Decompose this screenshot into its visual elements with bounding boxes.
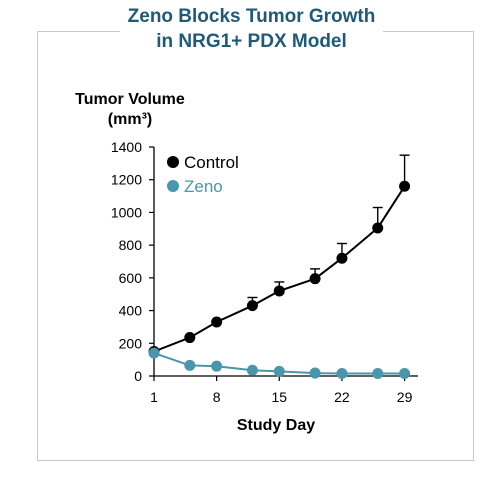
data-point bbox=[336, 368, 348, 380]
series-zeno bbox=[148, 347, 411, 380]
data-point bbox=[399, 368, 411, 380]
data-point bbox=[246, 364, 258, 376]
y-tick-label: 1000 bbox=[111, 204, 142, 220]
x-tick-label: 1 bbox=[150, 389, 158, 405]
series-line bbox=[153, 185, 406, 353]
legend-marker-zeno bbox=[167, 180, 179, 192]
y-tick-label: 800 bbox=[119, 237, 143, 253]
y-tick-label: 0 bbox=[134, 368, 142, 384]
legend-label-control: Control bbox=[184, 153, 239, 172]
x-tick-label: 29 bbox=[397, 389, 413, 405]
series-control bbox=[148, 154, 411, 357]
x-tick-label: 15 bbox=[271, 389, 287, 405]
chart-title-line-1: Zeno Blocks Tumor Growth bbox=[127, 4, 376, 29]
data-point bbox=[148, 347, 160, 359]
y-tick-label: 400 bbox=[119, 303, 143, 319]
y-axis-title-line-2: (mm³) bbox=[108, 111, 152, 128]
data-point bbox=[273, 285, 285, 297]
chart-title-line-2: in NRG1+ PDX Model bbox=[156, 29, 347, 54]
x-axis-title: Study Day bbox=[237, 417, 315, 434]
x-tick-label: 22 bbox=[334, 389, 350, 405]
y-tick-label: 200 bbox=[119, 335, 143, 351]
chart-title: Zeno Blocks Tumor Growth in NRG1+ PDX Mo… bbox=[0, 4, 503, 54]
data-point bbox=[372, 222, 384, 234]
y-tick-label: 600 bbox=[119, 270, 143, 286]
data-point bbox=[211, 360, 223, 372]
data-point bbox=[399, 180, 411, 192]
y-tick-label: 1200 bbox=[111, 172, 142, 188]
legend: Control Zeno bbox=[167, 153, 239, 196]
data-point bbox=[246, 300, 258, 312]
data-point bbox=[184, 332, 196, 344]
legend-label-zeno: Zeno bbox=[184, 177, 223, 196]
x-tick-label: 8 bbox=[213, 389, 221, 405]
axes: 0 200 400 600 800 1000 1200 1400 1 8 15 22 29 bbox=[111, 139, 418, 405]
legend-marker-control bbox=[167, 156, 179, 168]
data-point bbox=[309, 367, 321, 379]
y-tick-label: 1400 bbox=[111, 139, 142, 155]
y-axis-title-line-1: Tumor Volume bbox=[75, 91, 185, 108]
data-point bbox=[211, 316, 223, 328]
data-point bbox=[273, 365, 285, 377]
data-point bbox=[184, 359, 196, 371]
data-point bbox=[372, 368, 384, 380]
series-layer bbox=[148, 154, 411, 380]
data-point bbox=[336, 252, 348, 264]
data-point bbox=[309, 273, 321, 285]
